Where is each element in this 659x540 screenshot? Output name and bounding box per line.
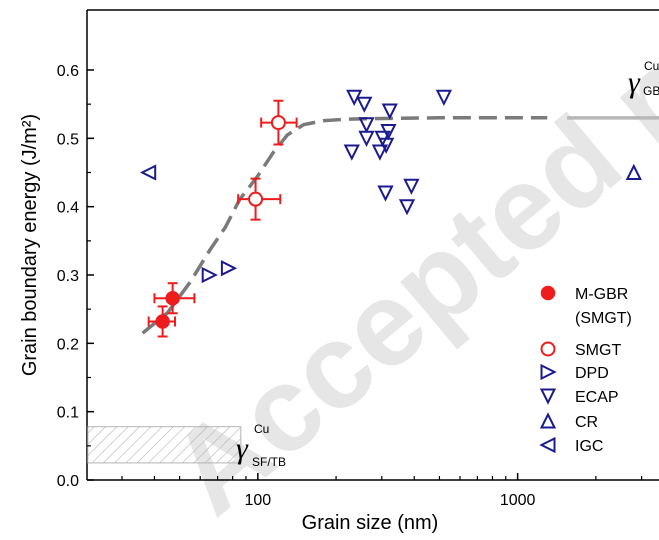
y-tick-label: 0.4 (57, 200, 79, 217)
legend-dpd-label: DPD (575, 365, 609, 382)
y-tick-label: 0.6 (57, 63, 79, 80)
ecap-point (371, 144, 389, 161)
y-tick-label: 0.5 (57, 131, 79, 148)
legend: M-GBR (SMGT) SMGT DPD ECAP CR IGC (539, 285, 632, 455)
gamma-gb-sub: GB (643, 84, 659, 98)
ecap-point (377, 185, 394, 202)
gamma-sftb-sub: SF/TB (252, 455, 286, 469)
legend-ecap-label: ECAP (575, 389, 619, 406)
gamma-sftb-annotation: γ Cu SF/TB (236, 422, 286, 469)
y-tick-label: 0.2 (57, 336, 79, 353)
legend-dpd-marker (540, 363, 557, 381)
legend-smgt-marker (540, 341, 556, 357)
fit-curve-dashed (141, 116, 548, 335)
ecap-point (378, 137, 395, 154)
ecap-point (381, 103, 398, 120)
ecap-point (343, 144, 360, 161)
legend-igc-label: IGC (575, 438, 603, 455)
x-axis: 100 1000 (121, 473, 643, 509)
legend-cr-label: CR (575, 414, 598, 431)
cr-point (625, 163, 642, 180)
legend-smgt-label: SMGT (575, 342, 621, 359)
legend-m-gbr-smgt-label: M-GBR (SMGT) (575, 286, 632, 327)
gamma-gb-symbol: γ (628, 66, 641, 99)
data-points (139, 89, 642, 338)
dpd-point (201, 266, 218, 284)
igc-point (139, 164, 157, 181)
dpd-point (220, 260, 238, 277)
m-gbr-smgt-point (165, 290, 180, 306)
gamma-gb-annotation: γ Cu GB (628, 59, 659, 99)
fit-curve (141, 116, 659, 335)
x-axis-title: Grain size (nm) (302, 512, 439, 534)
legend-ecap-marker (539, 388, 557, 405)
ecap-point (398, 199, 416, 216)
legend-m-gbr-smgt-marker (540, 285, 556, 301)
x-tick-label: 1000 (500, 492, 536, 509)
ecap-point (358, 117, 375, 134)
y-tick-label: 0.3 (57, 268, 79, 285)
smgt-point (248, 191, 264, 207)
ecap-point (358, 130, 375, 148)
gamma-gb-sup: Cu (644, 59, 659, 73)
ecap-point (356, 96, 373, 113)
smgt-point (270, 115, 286, 131)
legend-igc-marker (539, 436, 556, 454)
ecap-point (403, 178, 420, 195)
sf-tb-band-rect (87, 426, 242, 464)
y-tick-label: 0.1 (57, 405, 79, 422)
y-axis: 0.0 0.1 0.2 0.3 0.4 0.5 0.6 (57, 63, 94, 490)
sf-tb-hatched-band (87, 426, 242, 464)
y-axis-title: Grain boundary energy (J/m²) (19, 114, 41, 376)
ecap-point (380, 124, 397, 141)
x-tick-label: 100 (244, 492, 271, 509)
ecap-point (435, 89, 453, 107)
y-tick-label: 0.0 (57, 473, 79, 490)
gamma-sftb-symbol: γ (236, 432, 249, 465)
m-gbr-smgt-point (155, 314, 170, 329)
legend-cr-marker (539, 412, 557, 429)
gamma-sftb-sup: Cu (254, 422, 269, 436)
plot-frame (86, 9, 659, 481)
